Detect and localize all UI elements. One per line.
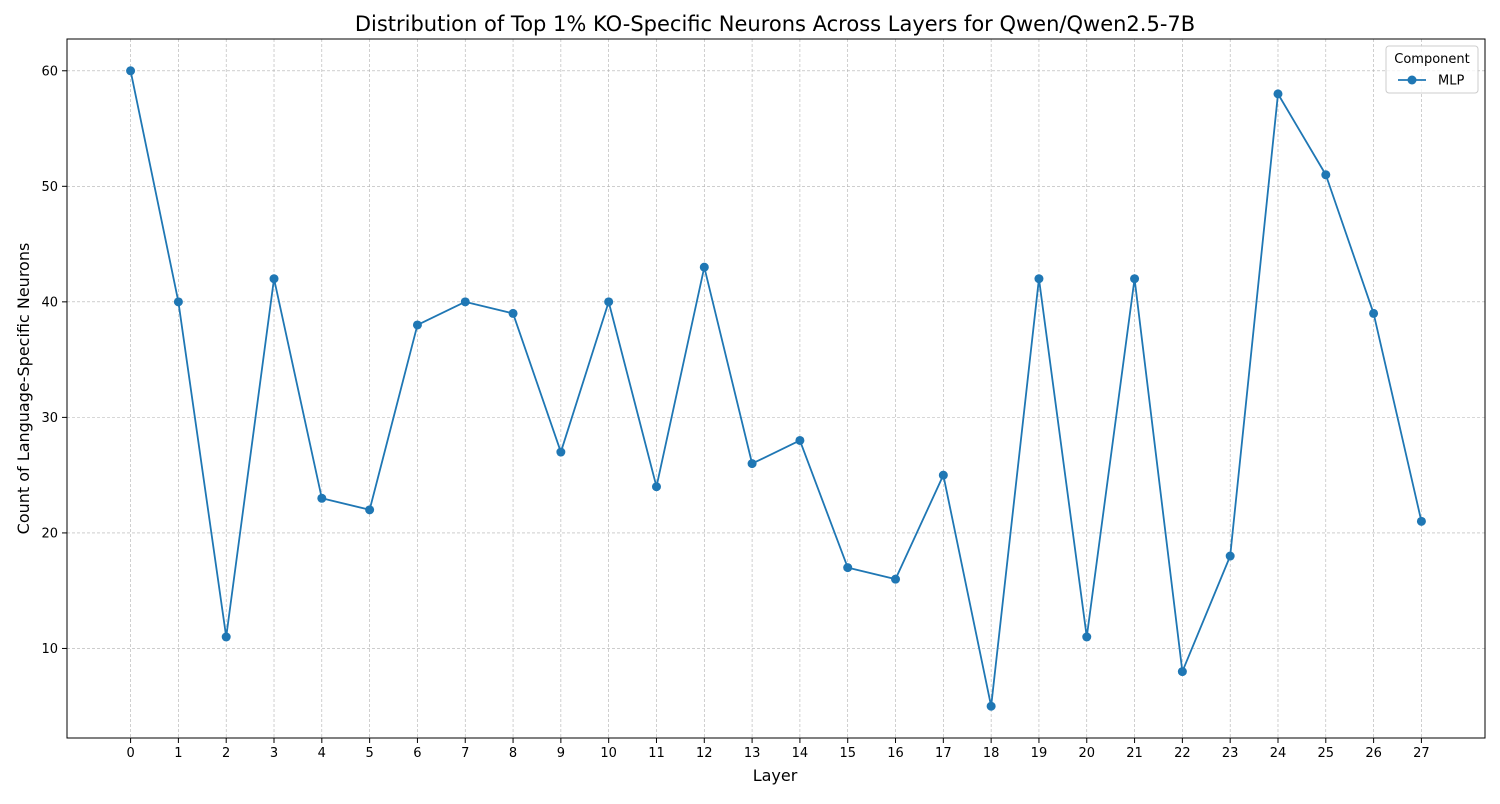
- series-line-mlp: [129, 70, 1423, 708]
- y-axis-label: Count of Language-Specific Neurons: [14, 243, 33, 535]
- x-tick-label: 4: [318, 746, 326, 761]
- data-point-mlp-layer-12: [699, 262, 709, 272]
- series-layer: [126, 66, 1426, 711]
- y-tick-label: 30: [41, 411, 58, 426]
- data-point-mlp-layer-13: [747, 459, 757, 469]
- data-point-mlp-layer-24: [1273, 89, 1283, 99]
- data-point-mlp-layer-19: [1034, 274, 1044, 284]
- data-point-mlp-layer-11: [651, 482, 661, 492]
- x-tick-label: 0: [126, 746, 134, 761]
- x-tick-label: 24: [1270, 746, 1287, 761]
- x-tick-label: 6: [413, 746, 421, 761]
- data-point-mlp-layer-18: [986, 701, 996, 711]
- x-tick-label: 9: [557, 746, 565, 761]
- plot-area-frame: [66, 38, 1486, 739]
- data-point-mlp-layer-23: [1225, 551, 1235, 561]
- x-tick-label: 21: [1126, 746, 1143, 761]
- x-axis-label: Layer: [753, 766, 798, 785]
- data-point-mlp-layer-0: [126, 66, 136, 76]
- x-tick-label: 27: [1413, 746, 1430, 761]
- x-tick-label: 2: [222, 746, 230, 761]
- x-tick-label: 26: [1365, 746, 1382, 761]
- data-point-mlp-layer-15: [843, 563, 853, 573]
- x-tick-label: 17: [935, 746, 952, 761]
- legend-entry-mlp: MLP: [1438, 74, 1464, 89]
- x-tick-label: 18: [983, 746, 1000, 761]
- x-tick-label: 19: [1031, 746, 1048, 761]
- data-point-mlp-layer-6: [412, 320, 422, 330]
- x-tick-label: 23: [1222, 746, 1239, 761]
- x-tick-label: 3: [270, 746, 278, 761]
- data-point-mlp-layer-17: [938, 470, 948, 480]
- y-axis: 10 20 30 40 50 60: [41, 64, 67, 657]
- y-tick-label: 60: [41, 64, 58, 79]
- x-tick-label: 15: [839, 746, 856, 761]
- x-tick-label: 1: [174, 746, 182, 761]
- data-point-mlp-layer-7: [460, 297, 470, 307]
- data-point-mlp-layer-10: [604, 297, 614, 307]
- data-point-mlp-layer-8: [508, 308, 518, 318]
- x-tick-label: 20: [1078, 746, 1095, 761]
- y-tick-label: 20: [41, 526, 58, 541]
- data-point-mlp-layer-5: [365, 505, 375, 515]
- data-point-mlp-layer-9: [556, 447, 566, 457]
- chart-title: Distribution of Top 1% KO-Specific Neuro…: [355, 12, 1195, 36]
- x-axis: 0 1 2 3 4 5 6 7 8 9 10 11 12 13 14 15 16 17 18 19 20 21 22 23 24…: [126, 738, 1430, 761]
- x-tick-label: 7: [461, 746, 469, 761]
- data-point-mlp-layer-26: [1369, 308, 1379, 318]
- x-tick-label: 13: [744, 746, 761, 761]
- data-point-mlp-layer-2: [221, 632, 231, 642]
- x-tick-label: 8: [509, 746, 517, 761]
- x-tick-label: 5: [365, 746, 373, 761]
- data-point-mlp-layer-16: [891, 574, 901, 584]
- data-point-mlp-layer-27: [1416, 516, 1426, 526]
- data-point-mlp-layer-22: [1177, 667, 1187, 677]
- data-point-mlp-layer-20: [1082, 632, 1092, 642]
- legend-marker-swatch: [1407, 75, 1417, 85]
- legend: Component MLP: [1385, 45, 1479, 94]
- data-point-mlp-layer-14: [795, 435, 805, 445]
- legend-title: Component: [1394, 52, 1469, 67]
- x-tick-label: 25: [1318, 746, 1335, 761]
- x-tick-label: 10: [600, 746, 617, 761]
- data-point-mlp-layer-3: [269, 274, 279, 284]
- x-tick-label: 11: [648, 746, 665, 761]
- data-point-mlp-layer-21: [1130, 274, 1140, 284]
- data-point-mlp-layer-25: [1321, 170, 1331, 180]
- x-tick-label: 22: [1174, 746, 1191, 761]
- x-tick-label: 14: [792, 746, 809, 761]
- data-point-mlp-layer-4: [317, 493, 327, 503]
- y-tick-label: 10: [41, 642, 58, 657]
- data-point-mlp-layer-1: [173, 297, 183, 307]
- y-tick-label: 50: [41, 180, 58, 195]
- x-tick-label: 12: [696, 746, 713, 761]
- x-tick-label: 16: [887, 746, 904, 761]
- y-tick-label: 40: [41, 295, 58, 310]
